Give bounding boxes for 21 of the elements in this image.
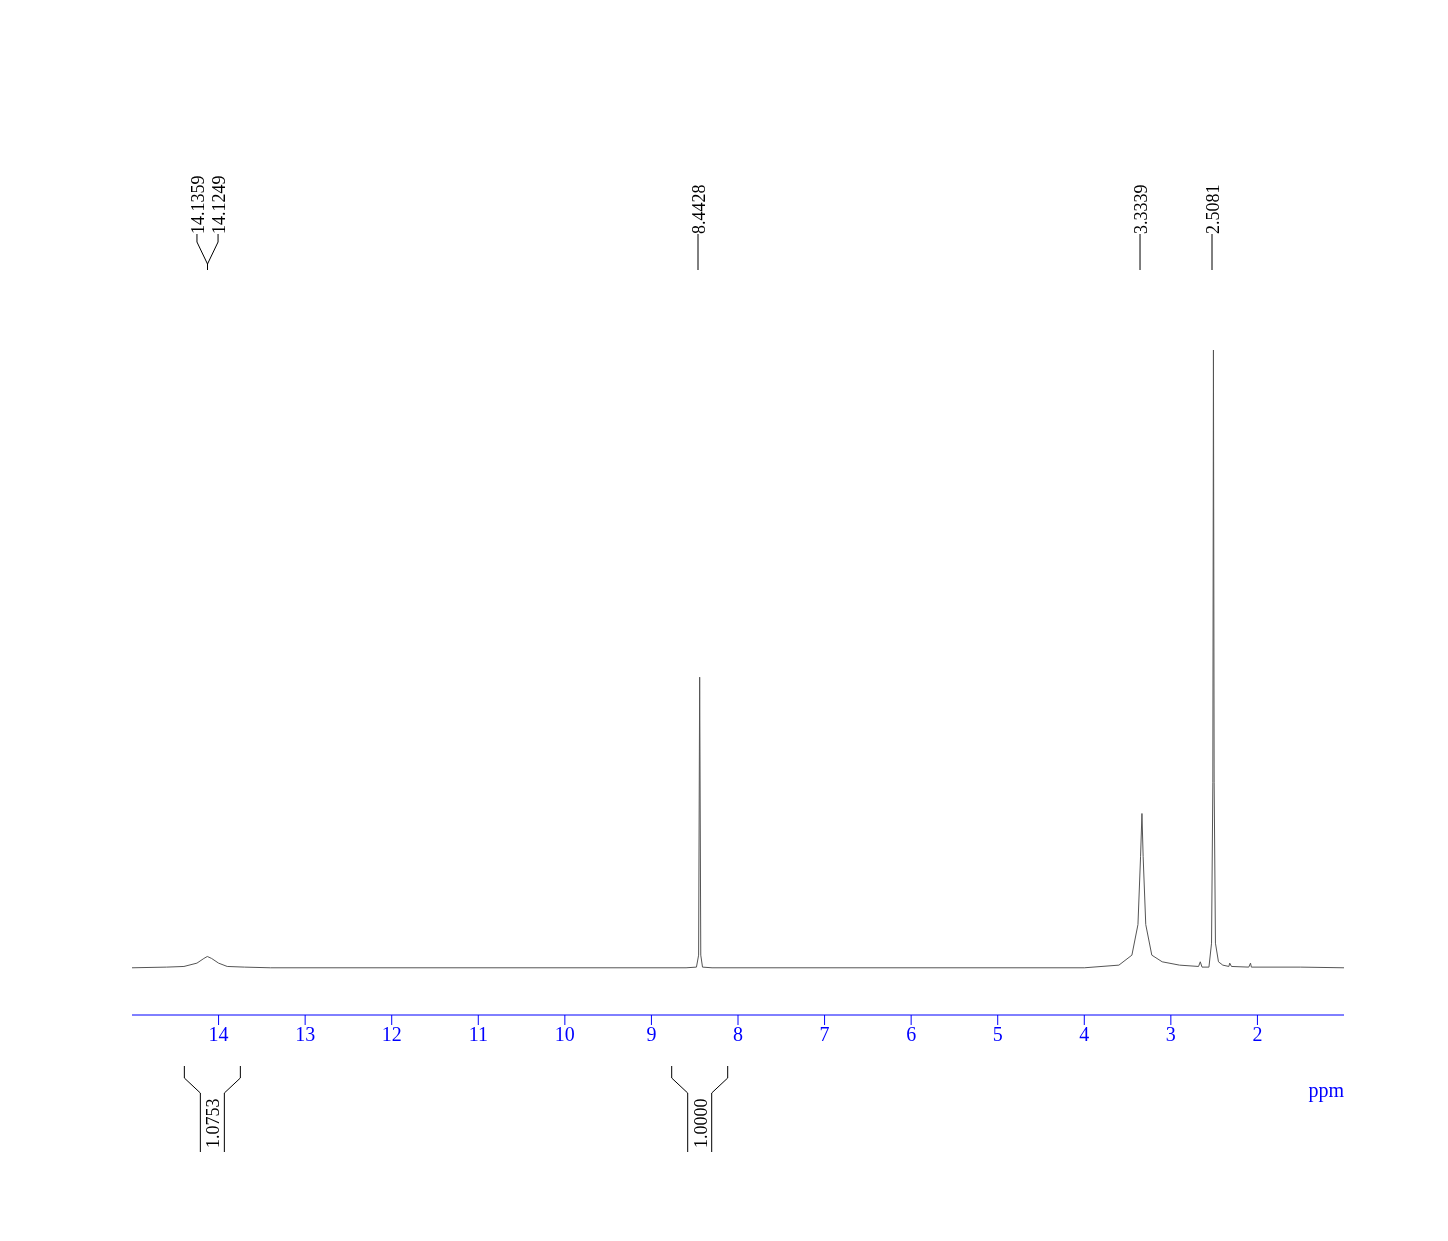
text: 8.4428 <box>689 184 709 234</box>
x-tick-label: 7 <box>819 1023 830 1046</box>
x-tick-label: 14 <box>208 1023 229 1046</box>
x-tick-label: 3 <box>1165 1023 1176 1046</box>
x-tick-label: 13 <box>295 1023 316 1046</box>
x-tick-label: 9 <box>646 1023 657 1046</box>
text: 1.0000 <box>690 1098 711 1148</box>
x-tick-label: 8 <box>733 1023 743 1046</box>
x-tick-label: 6 <box>906 1023 917 1046</box>
x-axis-title: ppm <box>1308 1079 1345 1102</box>
x-tick-label: 2 <box>1252 1023 1263 1046</box>
x-tick-label: 5 <box>992 1023 1003 1046</box>
text: 3.3339 <box>1131 184 1152 234</box>
x-tick-label: 12 <box>381 1023 402 1046</box>
x-tick-label: 4 <box>1079 1023 1090 1046</box>
text: 14.1249 <box>209 175 230 234</box>
text: 2.5081 <box>1203 184 1224 234</box>
text: 14.1359 <box>187 175 208 234</box>
x-tick-label: 10 <box>554 1023 575 1046</box>
x-tick-label: 11 <box>468 1023 488 1046</box>
text: 1.0753 <box>203 1098 224 1148</box>
